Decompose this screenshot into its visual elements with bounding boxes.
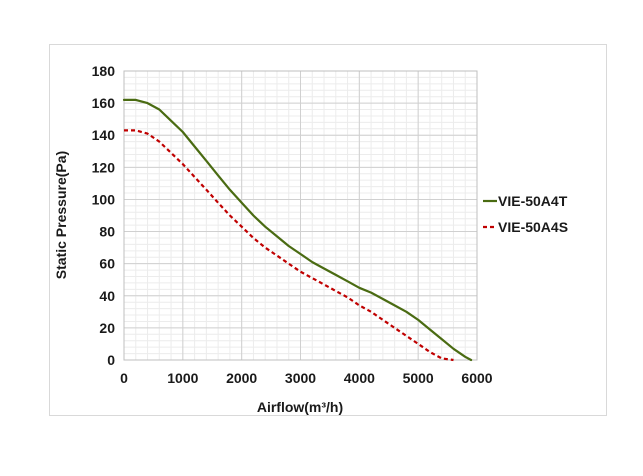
- series-line-1: [122, 98, 473, 362]
- y-tick-label: 180: [92, 63, 116, 79]
- y-tick-label: 140: [92, 127, 116, 143]
- x-tick-label: 5000: [403, 370, 434, 386]
- x-tick-label: 4000: [344, 370, 375, 386]
- x-axis-tick-labels: 0 1000 2000 3000 4000 5000 6000: [120, 370, 493, 386]
- y-tick-label: 80: [99, 224, 115, 240]
- series-line-2: [124, 129, 454, 362]
- x-tick-label: 1000: [167, 370, 198, 386]
- y-tick-label: 40: [99, 288, 115, 304]
- y-tick-label: 60: [99, 256, 115, 272]
- y-tick-label: 100: [92, 191, 116, 207]
- series-layer: [122, 98, 473, 362]
- legend: VIE-50A4T VIE-50A4S: [483, 193, 568, 235]
- legend-label-2: VIE-50A4S: [498, 219, 568, 235]
- y-tick-label: 160: [92, 95, 116, 111]
- y-tick-label: 0: [107, 352, 115, 368]
- y-axis-title: Static Pressure(Pa): [53, 151, 69, 279]
- legend-label-1: VIE-50A4T: [498, 193, 568, 209]
- x-tick-label: 2000: [226, 370, 257, 386]
- y-tick-label: 120: [92, 159, 116, 175]
- x-axis-title: Airflow(m³/h): [257, 399, 343, 415]
- x-tick-label: 3000: [285, 370, 316, 386]
- y-axis-tick-labels: 0 20 40 60 80 100 120 140 160 180: [92, 63, 116, 368]
- x-tick-label: 6000: [461, 370, 492, 386]
- x-tick-label: 0: [120, 370, 128, 386]
- plot-border: [123, 70, 478, 361]
- y-tick-label: 20: [99, 320, 115, 336]
- major-gridlines: [123, 70, 478, 361]
